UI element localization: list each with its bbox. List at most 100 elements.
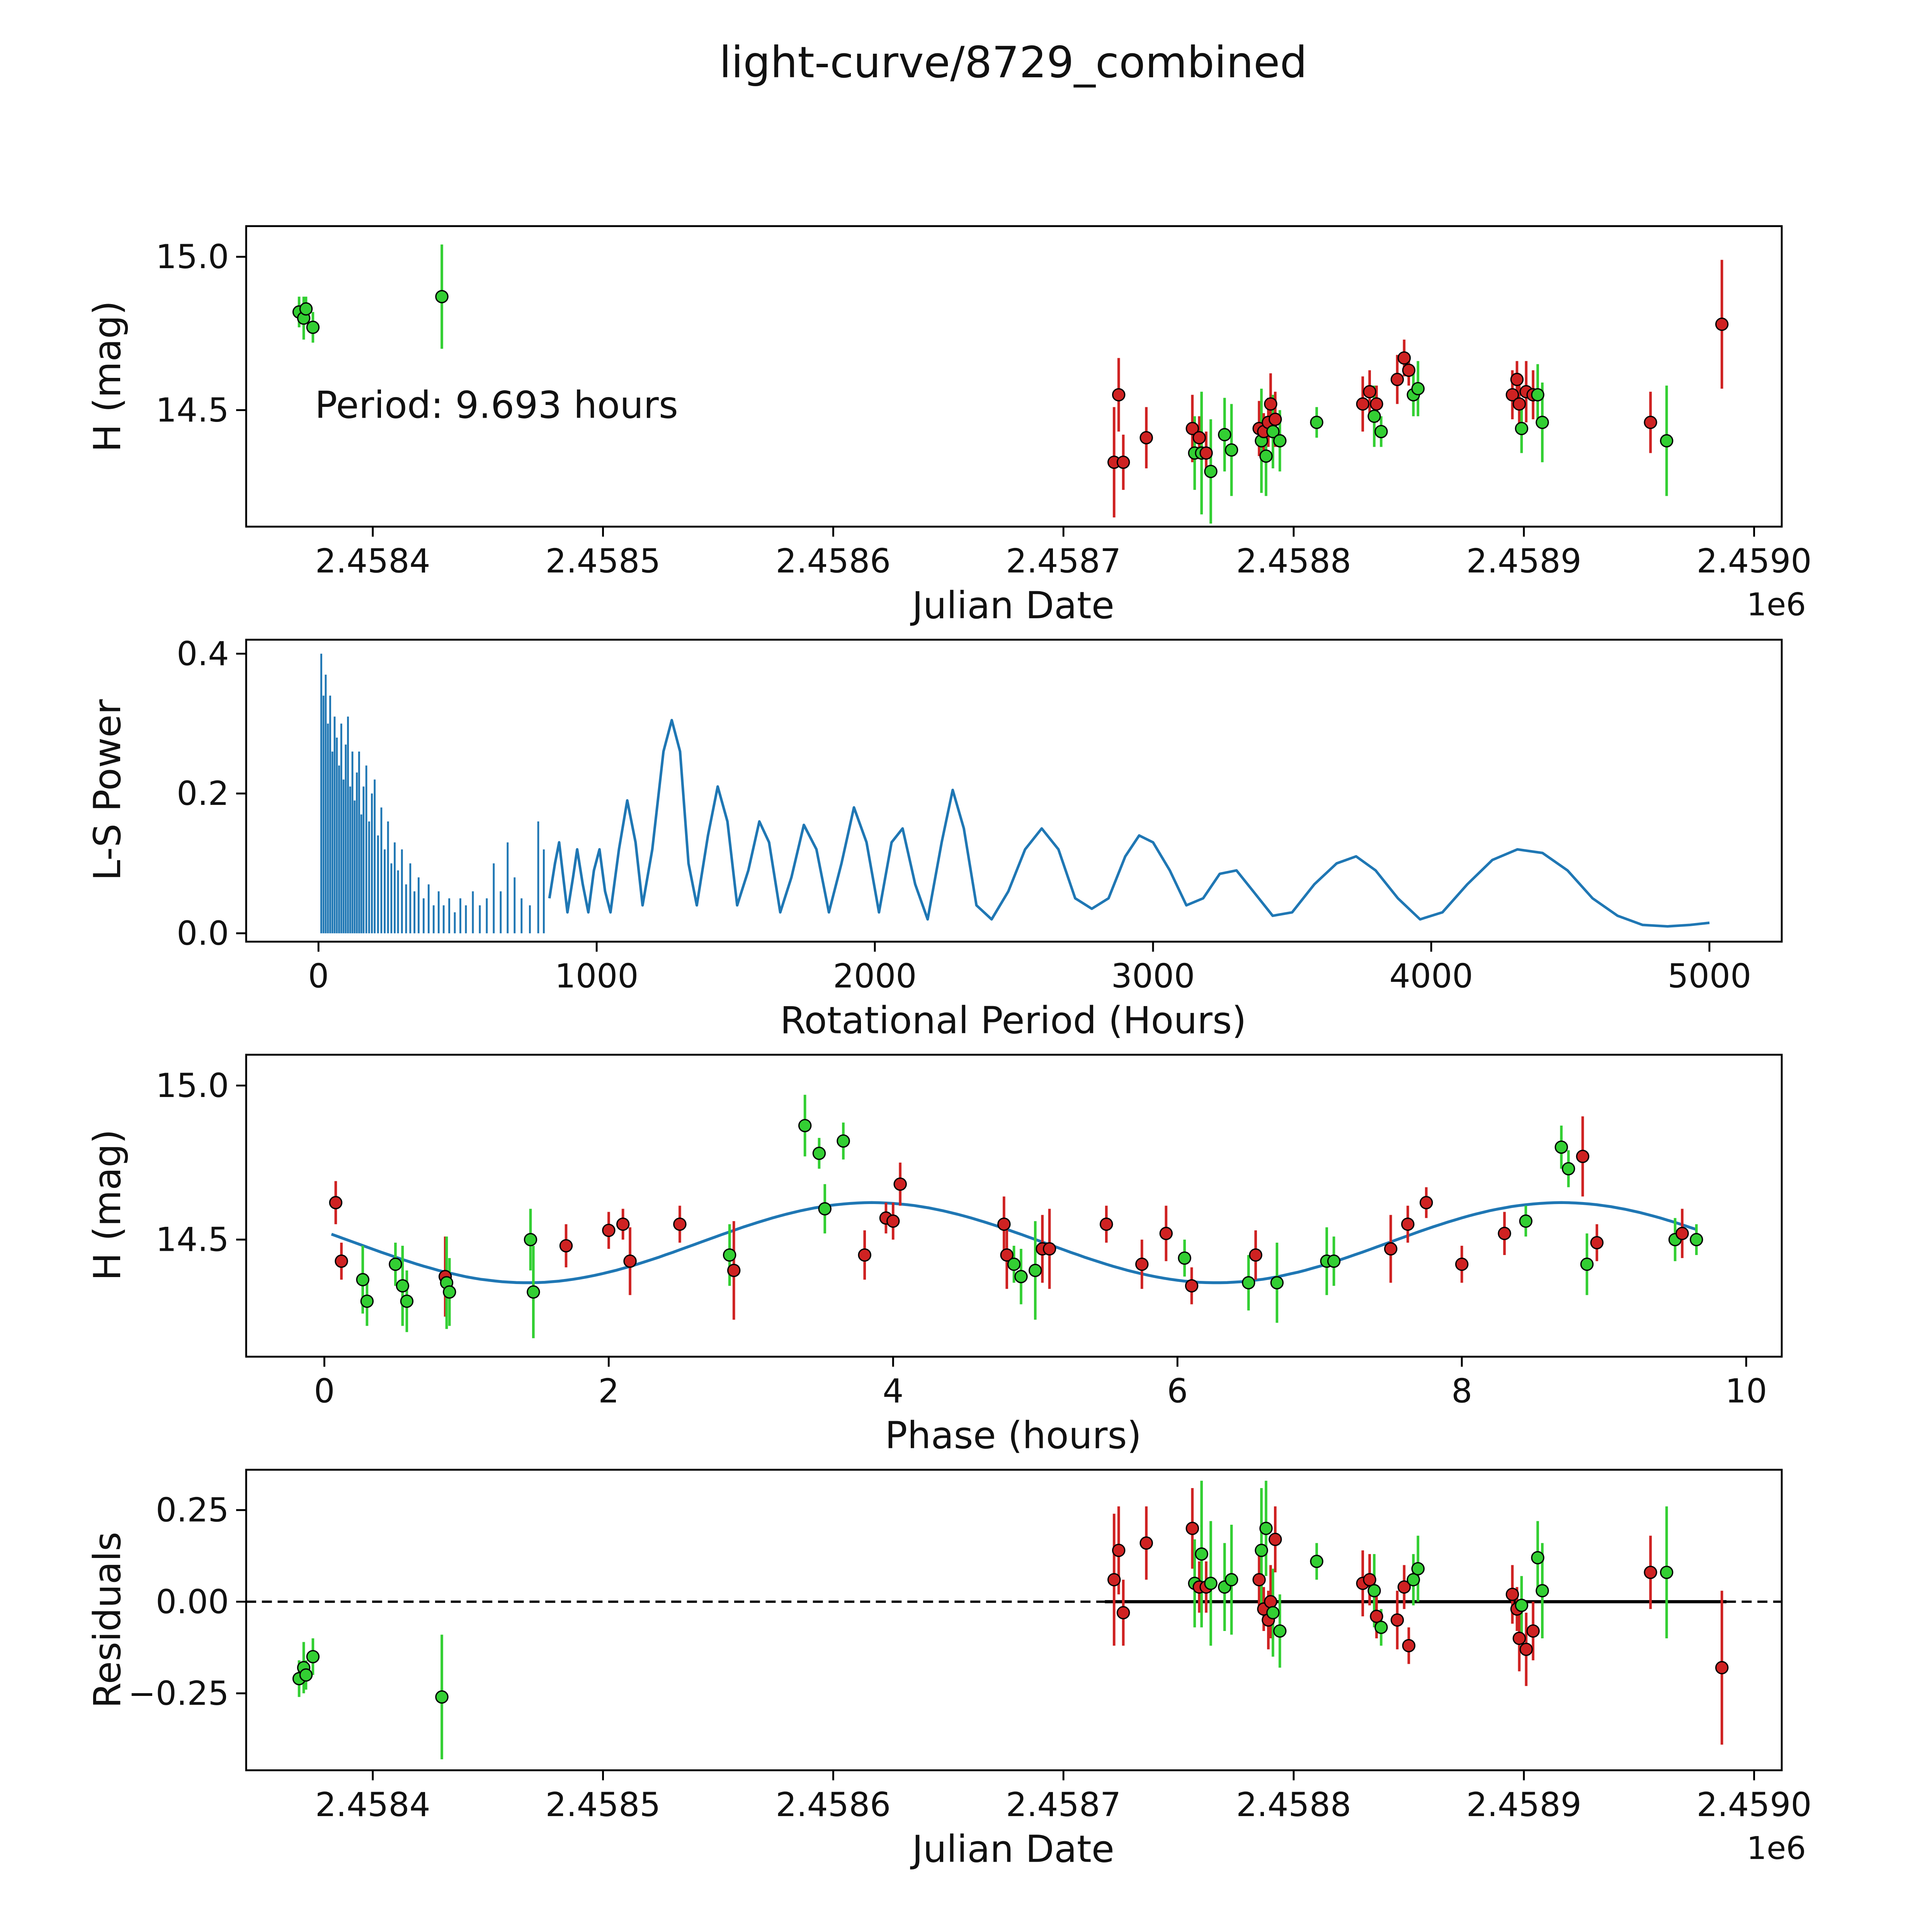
data-point-red: [1512, 1631, 1526, 1645]
data-point-red: [1264, 1595, 1277, 1609]
data-point-green: [812, 1146, 826, 1160]
p1-xlabel: Julian Date: [910, 584, 1114, 627]
data-point-red: [858, 1248, 871, 1262]
data-point-green: [299, 302, 313, 316]
data-point-green: [1218, 428, 1231, 442]
x-tick-label: 2.4589: [1466, 1786, 1582, 1824]
x-tick-label: 4: [883, 1372, 903, 1411]
data-point-green: [1270, 1276, 1284, 1289]
data-point-green: [1374, 1621, 1388, 1634]
data-point-green: [837, 1134, 850, 1148]
data-point-green: [1411, 382, 1425, 396]
y-tick-label: 0.2: [177, 775, 229, 813]
data-point-red: [329, 1196, 343, 1209]
data-point-red: [1135, 1257, 1149, 1271]
data-point-red: [1269, 412, 1282, 426]
data-point-green: [443, 1285, 456, 1299]
data-point-red: [1112, 1544, 1126, 1557]
data-point-green: [396, 1279, 410, 1293]
data-point-green: [1204, 464, 1218, 478]
data-point-red: [1269, 1532, 1282, 1546]
x-tick-label: 2000: [833, 957, 917, 996]
data-point-red: [886, 1214, 900, 1228]
data-point-red: [1370, 397, 1383, 411]
data-point-green: [1266, 425, 1280, 439]
data-point-red: [1498, 1226, 1511, 1240]
p4-xlabel: Julian Date: [910, 1828, 1114, 1871]
data-point-red: [1000, 1248, 1014, 1262]
figure-title: light-curve/8729_combined: [719, 38, 1307, 88]
data-point-red: [1363, 1573, 1376, 1587]
data-point-green: [1266, 1606, 1280, 1619]
data-point-green: [1204, 1577, 1218, 1590]
x-tick-label: 8: [1451, 1372, 1472, 1411]
data-point-green: [1690, 1233, 1703, 1247]
data-point-red: [1252, 1573, 1266, 1587]
data-point-green: [389, 1257, 402, 1271]
x-tick-label: 2.4586: [776, 1786, 891, 1824]
data-point-green: [1536, 415, 1549, 429]
data-point-red: [1397, 1580, 1411, 1594]
data-point-green: [1531, 388, 1544, 401]
data-point-red: [673, 1217, 687, 1231]
data-point-green: [1554, 1140, 1568, 1154]
data-point-red: [1100, 1217, 1113, 1231]
data-point-green: [1536, 1584, 1549, 1597]
data-point-green: [1531, 1551, 1544, 1565]
data-point-red: [1419, 1196, 1433, 1209]
p2-xlabel: Rotational Period (Hours): [780, 999, 1247, 1042]
axes-frame: [245, 1054, 1783, 1358]
data-point-green: [400, 1294, 414, 1308]
data-point-red: [602, 1223, 616, 1237]
data-point-green: [356, 1273, 369, 1286]
y-tick-label: 0.0: [177, 915, 229, 953]
x-tick-label: 2.4585: [546, 542, 661, 580]
x-tick-label: 2.4587: [1006, 1786, 1121, 1824]
panel-residuals: 2.4584 2.4585 2.4586 2.4587 2.4588 2.4589 2.45…: [128, 1469, 1812, 1824]
x-tick-label: 1000: [555, 957, 639, 996]
data-point-green: [1367, 1584, 1381, 1597]
y-tick-label: 0.00: [156, 1583, 229, 1621]
data-point-red: [1715, 1661, 1729, 1675]
x-tick-label: 10: [1725, 1372, 1767, 1411]
data-point-red: [1510, 372, 1524, 386]
data-point-green: [1411, 1562, 1425, 1576]
data-point-green: [299, 1668, 313, 1682]
p4-offset-text: 1e6: [1747, 1830, 1806, 1867]
data-point-green: [1327, 1254, 1341, 1268]
data-point-green: [360, 1294, 374, 1308]
data-point-green: [1367, 410, 1381, 423]
data-point-green: [435, 290, 449, 303]
data-point-red: [559, 1239, 573, 1253]
data-point-red: [1139, 1536, 1153, 1550]
data-point-red: [893, 1177, 907, 1191]
x-tick-label: 2.4584: [315, 1786, 430, 1824]
panel-lightcurve: 2.4584 2.4585 2.4586 2.4587 2.4588 2.4589 2.45…: [156, 225, 1812, 580]
x-tick-label: 4000: [1389, 957, 1473, 996]
data-point-red: [1116, 456, 1130, 469]
x-tick-label: 0: [314, 1372, 335, 1411]
data-point-red: [1401, 1217, 1415, 1231]
data-point-red: [1199, 446, 1213, 460]
data-point-red: [1356, 397, 1369, 411]
data-point-red: [1576, 1150, 1590, 1163]
data-point-green: [1515, 422, 1529, 435]
y-tick-label: 14.5: [156, 1221, 229, 1259]
axes-frame: [245, 1469, 1783, 1771]
data-point-green: [1225, 1573, 1238, 1587]
data-point-red: [1185, 1279, 1199, 1293]
data-point-red: [727, 1264, 741, 1277]
data-point-red: [1526, 1624, 1540, 1638]
data-point-red: [1390, 372, 1404, 386]
data-point-green: [1259, 1522, 1273, 1535]
data-point-red: [1505, 1587, 1519, 1601]
data-point-green: [1660, 434, 1673, 447]
data-point-red: [1363, 385, 1376, 398]
data-point-green: [1255, 1544, 1268, 1557]
x-tick-label: 2.4587: [1006, 542, 1121, 580]
axes-frame: [245, 225, 1783, 528]
phase-fit-curve: [331, 1201, 1697, 1284]
y-tick-label: 15.0: [156, 238, 229, 276]
